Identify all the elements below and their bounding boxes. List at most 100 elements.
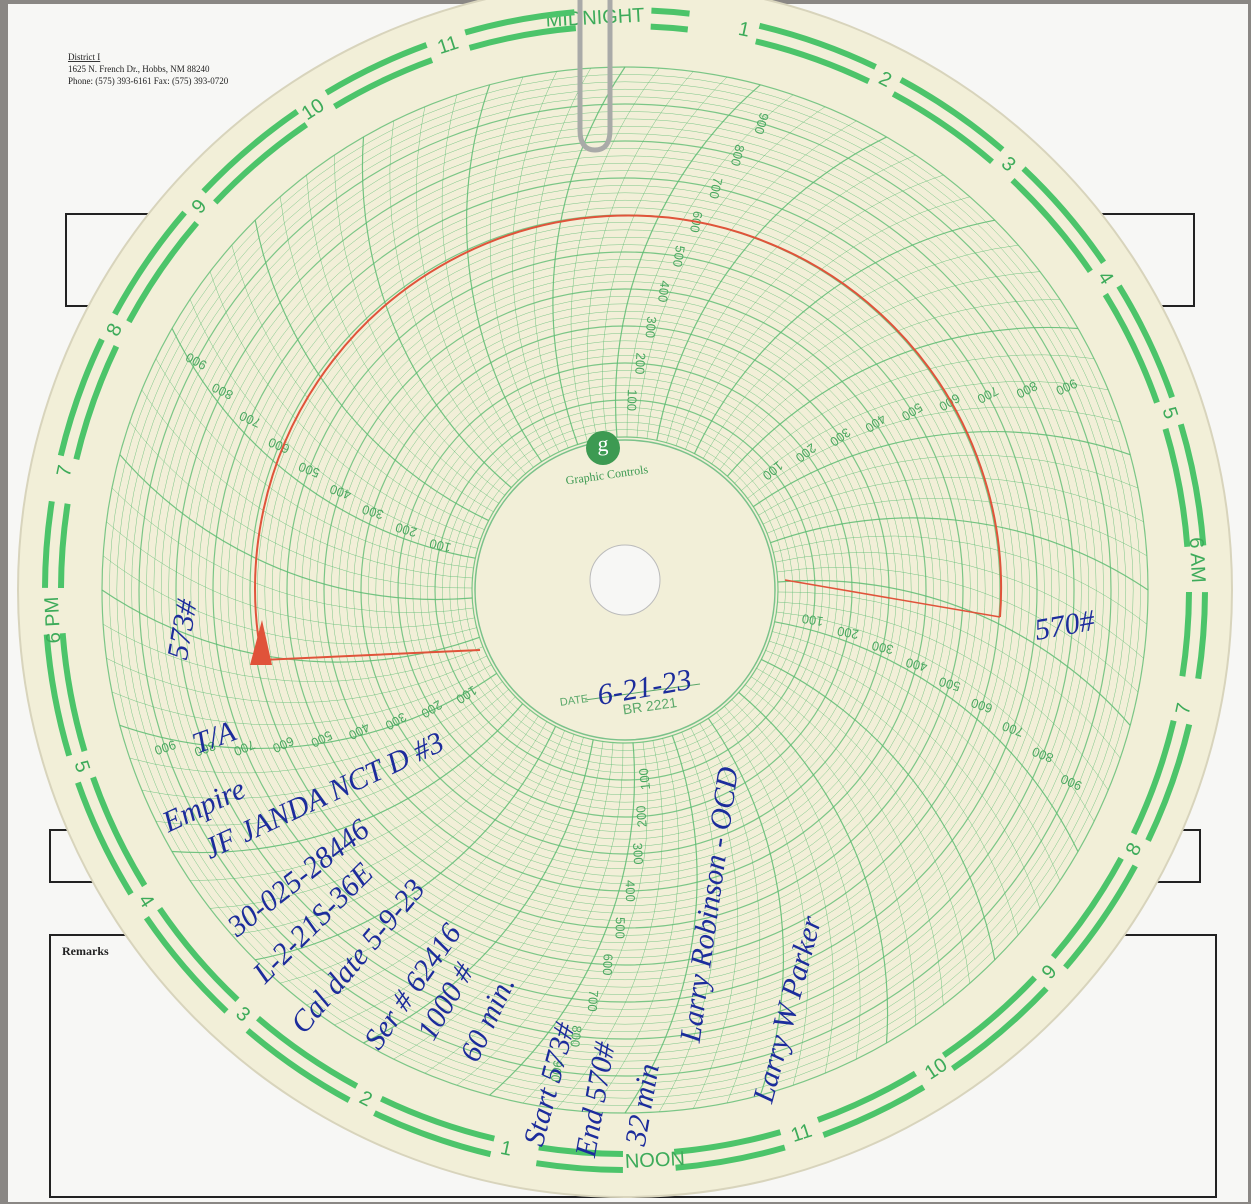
grid-ring	[242, 207, 1008, 973]
time-line	[756, 668, 971, 984]
hour-band	[245, 1028, 351, 1103]
grid-ring	[449, 414, 801, 766]
time-line	[675, 174, 944, 446]
hour-band	[538, 1144, 623, 1157]
hour-band	[90, 776, 148, 888]
grid-ring	[153, 118, 1097, 1062]
time-line	[646, 120, 857, 439]
district: District I	[68, 52, 100, 62]
time-line	[280, 730, 565, 984]
hour-band	[891, 91, 994, 165]
scale-label: 900	[751, 111, 771, 136]
grid-ring	[197, 162, 1053, 1018]
scale-label: 900	[548, 1059, 566, 1083]
time-line	[190, 710, 531, 881]
hour-band	[941, 975, 1037, 1058]
hour-band	[1050, 856, 1124, 959]
grid-ring	[397, 362, 853, 818]
date-line	[584, 683, 701, 701]
time-line	[765, 650, 1019, 935]
hour-band	[43, 634, 73, 757]
time-line	[155, 358, 474, 569]
time-line	[614, 84, 761, 438]
time-line	[750, 676, 944, 1005]
time-line	[734, 354, 1095, 484]
grid-ring	[160, 125, 1090, 1055]
time-line	[102, 623, 483, 682]
hour-band	[324, 42, 428, 96]
hour-band	[58, 503, 71, 588]
time-line	[111, 664, 492, 726]
time-line	[776, 611, 1095, 822]
hour-band	[57, 338, 105, 457]
hour-label: NOON	[624, 1148, 685, 1173]
time-line	[363, 739, 594, 1044]
pen-trace	[254, 214, 1003, 662]
hour-band	[951, 986, 1049, 1072]
time-line	[306, 734, 575, 1006]
time-line	[172, 703, 524, 854]
time-line	[624, 735, 698, 1114]
hour-band	[126, 221, 200, 324]
time-line	[441, 94, 534, 468]
grid-ring	[323, 288, 927, 892]
grid-ring	[212, 177, 1038, 1003]
hour-band	[1177, 423, 1207, 546]
scale-label: 200	[394, 520, 419, 540]
grid-ring	[331, 296, 919, 884]
scale-label: 300	[360, 502, 385, 523]
grid-ring	[146, 111, 1104, 1069]
time-line	[141, 689, 509, 799]
grid-ring	[190, 155, 1060, 1025]
scale-label: 200	[836, 623, 860, 642]
time-line	[602, 76, 728, 439]
time-line	[512, 71, 560, 453]
scale-label: 700	[585, 989, 602, 1012]
time-line	[758, 454, 1139, 516]
hour-band	[59, 633, 88, 752]
grid-ring	[442, 407, 808, 773]
hour-band	[822, 1084, 926, 1138]
scale-label: 900	[153, 737, 178, 758]
time-line	[772, 631, 1061, 881]
logo-letter: g	[598, 431, 609, 456]
scale-label: 300	[642, 316, 659, 339]
time-line	[774, 621, 1079, 852]
scale-label: 300	[630, 842, 646, 864]
time-line	[685, 196, 970, 450]
scale-label: 100	[624, 389, 640, 411]
time-line	[747, 406, 1121, 499]
hour-band	[1116, 284, 1175, 399]
grid-ring	[382, 347, 868, 833]
hour-band	[899, 77, 1005, 152]
time-line	[777, 601, 1109, 791]
grid-ring	[471, 436, 779, 744]
time-line	[711, 271, 1040, 465]
scale-label: 500	[612, 917, 627, 939]
grid-ring	[183, 148, 1067, 1032]
time-line	[155, 696, 516, 826]
grid-ring	[419, 384, 831, 796]
grid-ring	[338, 303, 912, 877]
scale-label: 500	[296, 459, 322, 481]
time-line	[119, 672, 498, 749]
grid-ring	[271, 236, 979, 944]
model: BR 2221	[622, 694, 678, 717]
grid-ring	[360, 325, 890, 855]
time-line	[636, 106, 826, 438]
hour-band	[73, 345, 120, 460]
remarks-label: Remarks	[62, 944, 109, 958]
time-line	[761, 658, 996, 960]
chart-grid	[101, 66, 1149, 1114]
grid-ring	[294, 259, 956, 921]
hour-band	[1021, 166, 1107, 264]
time-line	[393, 741, 604, 1060]
time-line	[776, 567, 1139, 693]
pen-trace-mark	[250, 620, 272, 665]
grid-ring	[368, 333, 882, 847]
scale-label: 700	[706, 176, 725, 200]
logo	[586, 431, 620, 465]
hour-band	[650, 23, 689, 33]
time-line	[738, 691, 889, 1043]
